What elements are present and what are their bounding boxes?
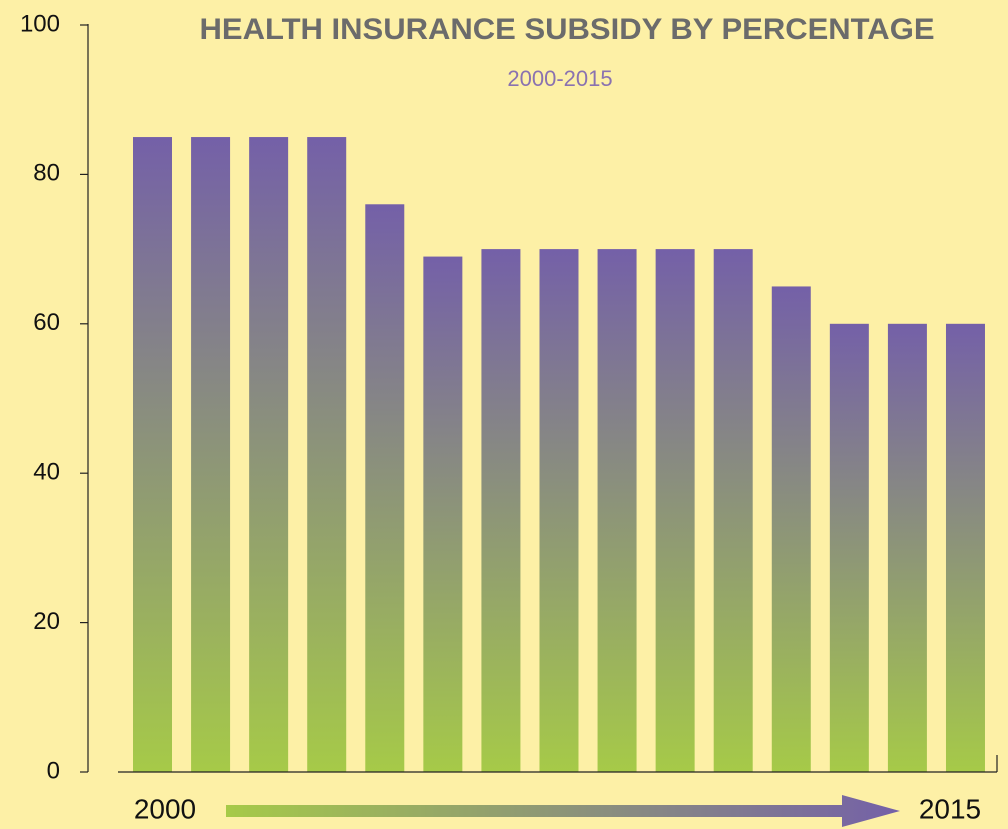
bar xyxy=(423,256,463,772)
bar xyxy=(481,249,521,773)
bar xyxy=(539,249,579,773)
y-tick-label: 100 xyxy=(20,10,60,37)
y-tick-label: 40 xyxy=(33,459,60,486)
bar xyxy=(307,137,347,773)
x-tick-label: 2015 xyxy=(919,793,981,824)
bar xyxy=(597,249,637,773)
bar xyxy=(133,137,172,773)
y-tick-label: 0 xyxy=(47,757,60,784)
bar xyxy=(829,323,869,772)
timeline-arrow xyxy=(226,795,900,827)
bar xyxy=(945,323,985,772)
y-tick-label: 60 xyxy=(33,309,60,336)
bar xyxy=(249,137,289,773)
bar xyxy=(365,204,405,772)
plot-area xyxy=(133,137,985,773)
y-tick-label: 20 xyxy=(33,608,60,635)
chart-subtitle: 2000-2015 xyxy=(507,66,612,91)
bar xyxy=(771,286,811,772)
bar xyxy=(191,137,231,773)
chart-title: HEALTH INSURANCE SUBSIDY BY PERCENTAGE xyxy=(200,13,935,46)
bar xyxy=(713,249,753,773)
bar xyxy=(655,249,695,773)
bar xyxy=(887,323,927,772)
y-tick-label: 80 xyxy=(33,160,60,187)
x-tick-label: 2000 xyxy=(134,793,196,824)
